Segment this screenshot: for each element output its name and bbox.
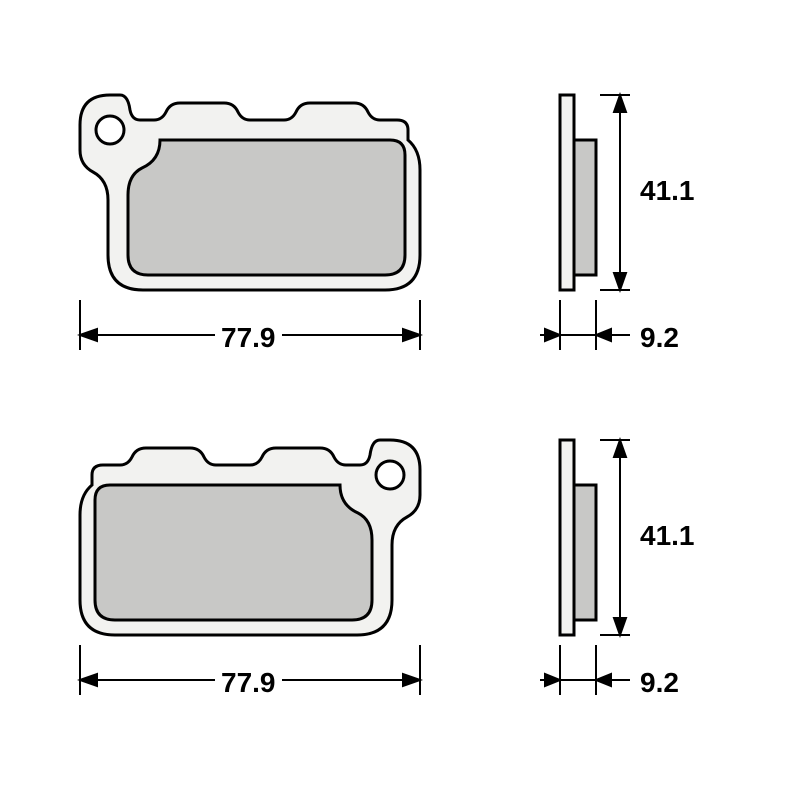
dim-bottom-height [600,440,630,635]
label-top-thick: 9.2 [640,322,679,354]
technical-drawing-svg [0,0,800,800]
dim-top-thick [540,300,630,350]
label-top-height: 41.1 [640,175,695,207]
bottom-pad-side [560,440,596,635]
label-bottom-thick: 9.2 [640,667,679,699]
bottom-pad-front [80,440,420,635]
label-bottom-height: 41.1 [640,520,695,552]
dim-top-height [600,95,630,290]
top-pad-front [80,95,420,290]
diagram-container: 41.1 77.9 9.2 41.1 77.9 9.2 [0,0,800,800]
top-pad-side [560,95,596,290]
label-bottom-width: 77.9 [215,667,282,699]
label-top-width: 77.9 [215,322,282,354]
dim-bottom-thick [540,645,630,695]
